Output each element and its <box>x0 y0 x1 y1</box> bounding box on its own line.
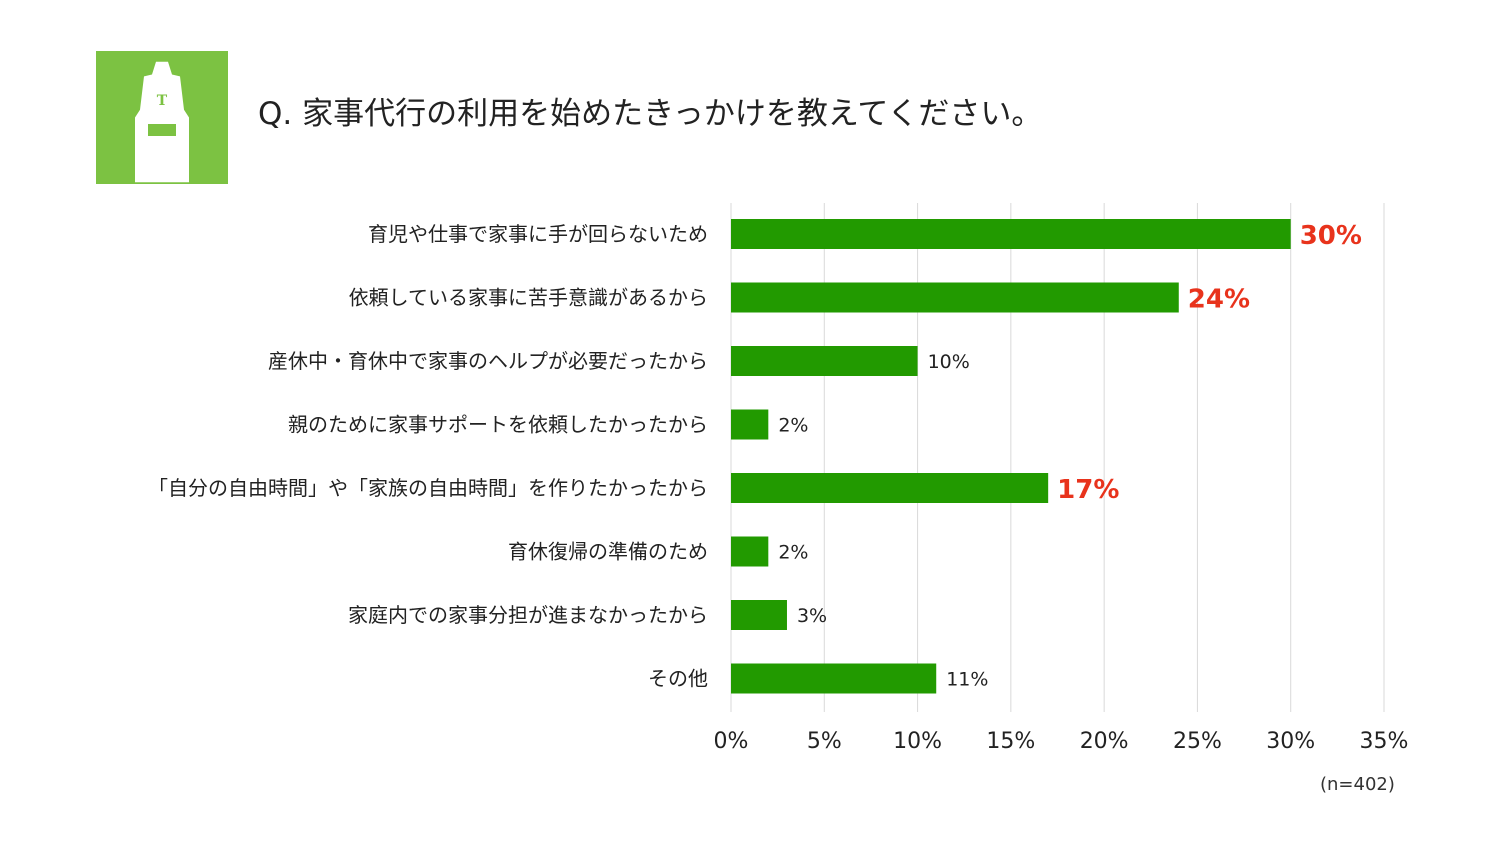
bar <box>731 409 769 440</box>
category-label: 育休復帰の準備のため <box>508 540 708 564</box>
x-tick-label: 0% <box>714 729 749 754</box>
bar <box>731 536 769 567</box>
x-tick-label: 20% <box>1080 729 1129 754</box>
bar <box>731 282 1179 313</box>
apron-icon <box>135 61 189 183</box>
category-label: 依頼している家事に苦手意識があるから <box>349 286 708 310</box>
category-label: 産休中・育休中で家事のヘルプが必要だったから <box>268 349 708 373</box>
sample-size-note: (n=402) <box>1320 774 1395 795</box>
category-label: 「自分の自由時間」や「家族の自由時間」を作りたかったから <box>148 476 708 500</box>
x-tick-label: 35% <box>1360 729 1409 754</box>
data-label: 2% <box>778 415 808 437</box>
logo-letter: T <box>156 93 168 109</box>
logo-subtitle: TASKAJI housekeeping <box>133 219 191 225</box>
bar <box>731 219 1291 249</box>
data-label: 17% <box>1057 475 1119 505</box>
data-label: 2% <box>778 542 808 564</box>
x-tick-label: 25% <box>1173 729 1222 754</box>
bar <box>731 663 937 694</box>
category-label: その他 <box>648 667 708 691</box>
data-label: 10% <box>928 351 970 373</box>
bar <box>731 473 1049 503</box>
x-tick-label: 15% <box>986 729 1035 754</box>
logo-name: タスカジ <box>129 203 194 221</box>
bar <box>731 600 787 630</box>
x-tick-label: 5% <box>807 729 842 754</box>
logo: T タスカジ TASKAJI housekeeping <box>96 51 228 225</box>
bar <box>731 346 918 376</box>
data-label: 11% <box>946 669 988 691</box>
data-label: 24% <box>1188 285 1250 315</box>
x-tick-label: 10% <box>893 729 942 754</box>
category-label: 親のために家事サポートを依頼したかったから <box>288 413 708 437</box>
category-label: 家庭内での家事分担が進まなかったから <box>348 603 708 627</box>
x-tick-label: 30% <box>1266 729 1315 754</box>
page-title: Q. 家事代行の利用を始めたきっかけを教えてください。 <box>258 96 1043 132</box>
data-label: 30% <box>1300 221 1362 251</box>
data-label: 3% <box>797 605 827 627</box>
category-label: 育児や仕事で家事に手が回らないため <box>368 222 708 246</box>
